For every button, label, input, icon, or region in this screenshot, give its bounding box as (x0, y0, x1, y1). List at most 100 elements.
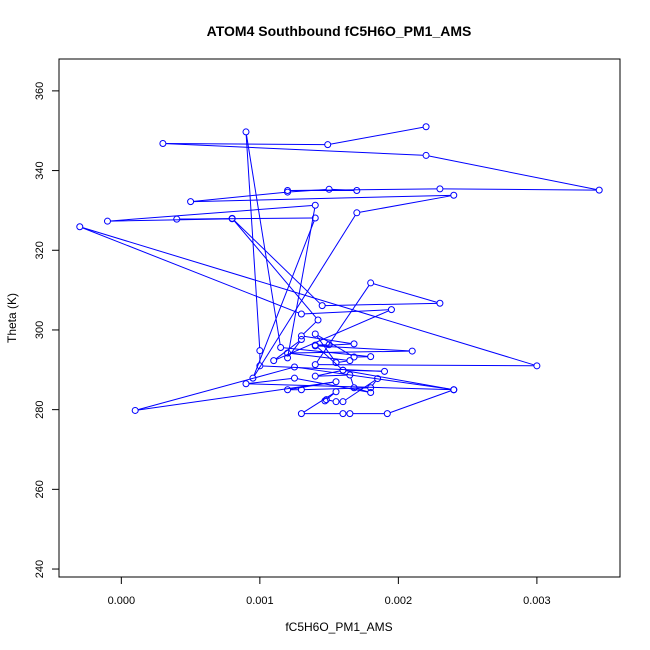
series-segment (318, 374, 347, 377)
series-segment (325, 302, 437, 307)
series-segment (316, 285, 370, 363)
data-point (332, 378, 340, 386)
series-segment (110, 218, 230, 222)
data-point (346, 371, 354, 379)
data-point (367, 279, 375, 287)
series-segment (248, 383, 451, 391)
data-point (242, 380, 250, 388)
series-segment (330, 126, 424, 145)
series-segment (345, 379, 376, 401)
data-point (422, 151, 430, 159)
y-tick-label: 300 (34, 321, 46, 339)
data-point (325, 185, 333, 193)
data-point (256, 362, 264, 370)
data-point (242, 128, 250, 136)
series-segment (193, 194, 451, 203)
data-point (324, 141, 332, 149)
data-point (387, 306, 395, 314)
series-segment (303, 392, 334, 413)
series-segment (165, 142, 325, 146)
series-segment (316, 336, 335, 361)
data-point (533, 362, 541, 370)
series-segment (442, 188, 597, 191)
data-point (297, 410, 305, 418)
data-point (422, 123, 430, 131)
series-segment (304, 309, 389, 315)
series-segment (318, 345, 410, 352)
data-point (350, 384, 358, 392)
data-point (270, 357, 278, 365)
y-axis: 240 260 280 300 320 340 360 (34, 82, 60, 578)
series-segment (304, 335, 352, 344)
series-segment (326, 393, 335, 400)
series-segment (165, 143, 424, 156)
series-segment (245, 134, 261, 348)
series-segment (317, 335, 352, 356)
data-point (346, 357, 354, 365)
data-point (325, 341, 333, 349)
series-segment (290, 188, 327, 193)
series-segment (345, 369, 382, 372)
y-tick-label: 340 (34, 161, 46, 179)
data-point (249, 374, 257, 382)
x-tick-label: 0.000 (108, 595, 136, 607)
data-point (228, 214, 236, 222)
series-segment (110, 204, 313, 222)
data-point (350, 340, 358, 348)
data-point (256, 347, 264, 355)
series-segment (290, 381, 334, 390)
plot-frame (58, 58, 621, 578)
data-point (284, 349, 292, 357)
series-segment (359, 195, 451, 213)
data-point (332, 398, 340, 406)
series-segment (137, 367, 292, 411)
series-segment (373, 283, 438, 303)
data-point (332, 388, 340, 396)
series-segment (318, 370, 341, 377)
data-point (346, 410, 354, 418)
series-segment (338, 360, 347, 363)
data-point (350, 353, 358, 361)
data-point (187, 198, 195, 206)
series-segment (283, 347, 368, 357)
data-point (436, 185, 444, 193)
data-point (353, 209, 361, 217)
data-point (322, 396, 330, 404)
data-point (297, 310, 305, 318)
data-point (103, 217, 111, 225)
series-segment (193, 191, 285, 202)
series-segment (329, 399, 334, 402)
data-point (311, 214, 319, 222)
y-tick-label: 280 (34, 400, 46, 418)
data-point (339, 398, 347, 406)
data-point (353, 186, 361, 194)
x-axis: 0.000 0.001 0.002 0.003 (108, 576, 551, 607)
y-axis-label: Theta (K) (5, 293, 19, 343)
series-segment (233, 220, 321, 304)
data-point (314, 316, 322, 324)
series-segment (276, 310, 389, 360)
data-point (450, 191, 458, 199)
data-point (131, 406, 139, 414)
data-point (297, 386, 305, 394)
data-point (277, 343, 285, 351)
data-point (321, 397, 329, 405)
series-segment (290, 350, 410, 354)
y-tick-label: 260 (34, 480, 46, 498)
series-segment (372, 380, 377, 386)
series-segment (253, 220, 315, 376)
data-point (339, 410, 347, 418)
data-point (311, 201, 319, 209)
series-segment (245, 134, 281, 345)
y-tick-label: 360 (34, 82, 46, 100)
data-point (290, 363, 298, 371)
data-point (284, 188, 292, 196)
data-point (311, 330, 319, 338)
data-point (284, 386, 292, 394)
data-point (383, 410, 391, 418)
data-point (311, 361, 319, 369)
y-tick-label: 240 (34, 560, 46, 578)
series-segment (428, 155, 597, 190)
data-point (318, 302, 326, 310)
series-segment (317, 346, 342, 369)
